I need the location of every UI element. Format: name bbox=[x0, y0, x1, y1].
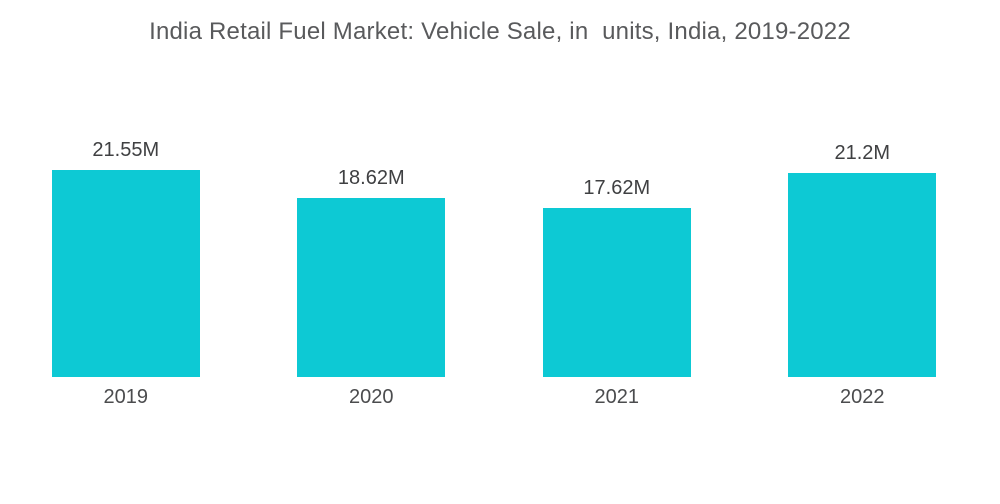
bar-2021 bbox=[542, 207, 691, 377]
bar-group-2022: 21.2M bbox=[740, 142, 986, 377]
plot-area: 21.55M 18.62M 17.62M 21.2M bbox=[3, 139, 985, 377]
bar-value-label: 21.55M bbox=[92, 139, 160, 161]
bar-value-label: 21.2M bbox=[834, 142, 891, 165]
bar-group-2021: 17.62M bbox=[494, 177, 740, 377]
bar-group-2019: 21.55M bbox=[3, 139, 249, 377]
x-axis-tick-labels: 2019 2020 2021 2022 bbox=[3, 385, 985, 409]
bar-2019 bbox=[51, 170, 200, 377]
x-tick-2020: 2020 bbox=[349, 386, 394, 408]
bar-value-label: 18.62M bbox=[337, 167, 405, 190]
bar-2022 bbox=[788, 173, 937, 377]
chart-title: India Retail Fuel Market: Vehicle Sale, … bbox=[149, 18, 851, 45]
x-tick-2022: 2022 bbox=[840, 386, 885, 408]
x-tick-2019: 2019 bbox=[103, 386, 149, 408]
bar-group-2020: 18.62M bbox=[249, 167, 495, 377]
bar-2020 bbox=[297, 198, 446, 377]
x-tick-2021: 2021 bbox=[594, 386, 640, 408]
bar-value-label: 17.62M bbox=[583, 176, 651, 199]
